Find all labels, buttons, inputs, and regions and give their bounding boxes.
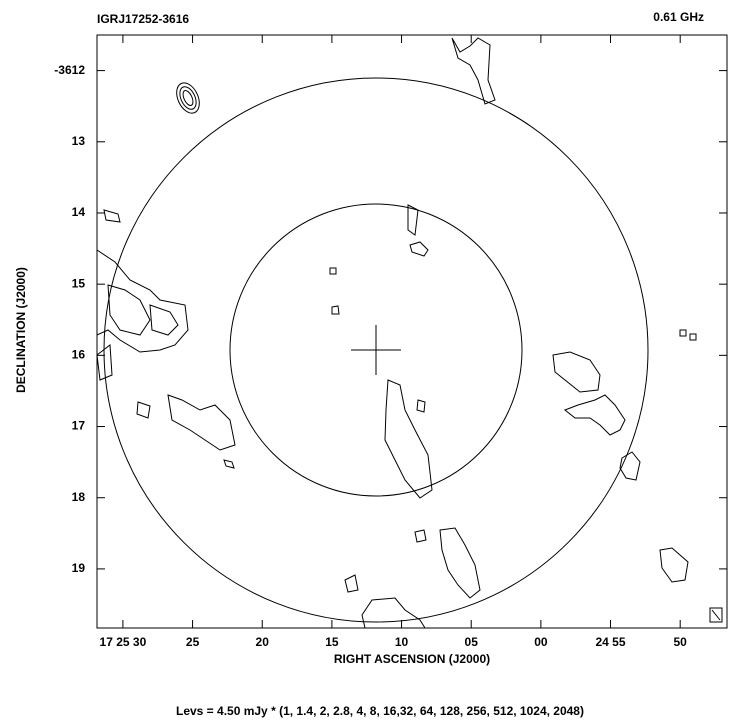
x-tick-label: 25 bbox=[186, 635, 200, 649]
x-axis-label: RIGHT ASCENSION (J2000) bbox=[334, 652, 490, 666]
x-tick-label: 10 bbox=[395, 635, 409, 649]
contours bbox=[97, 38, 722, 628]
x-tick-label: 00 bbox=[534, 635, 548, 649]
frequency-label: 0.61 GHz bbox=[653, 10, 704, 24]
x-tick-label: 50 bbox=[674, 635, 688, 649]
x-tick-label: 24 55 bbox=[596, 635, 626, 649]
y-tick-label: 15 bbox=[72, 276, 86, 290]
y-axis-label: DECLINATION (J2000) bbox=[14, 267, 28, 393]
y-tick-label: 13 bbox=[72, 134, 86, 148]
chart-title: IGRJ17252-3616 bbox=[97, 12, 189, 26]
plot-frame bbox=[97, 35, 727, 628]
contour-levels: Levs = 4.50 mJy * (1, 1.4, 2, 2.8, 4, 8,… bbox=[176, 704, 584, 718]
y-tick-label: 14 bbox=[72, 205, 86, 219]
x-tick-label: 05 bbox=[465, 635, 479, 649]
y-tick-label: 19 bbox=[72, 561, 86, 575]
x-tick-label: 15 bbox=[325, 635, 339, 649]
y-tick-label: 16 bbox=[72, 348, 86, 362]
chart: IGRJ17252-3616 0.61 GHz RIGHT ASCENSION … bbox=[0, 0, 729, 725]
overlay bbox=[104, 78, 648, 622]
y-tick-label: -3612 bbox=[54, 63, 85, 77]
y-tick-label: 18 bbox=[72, 490, 86, 504]
source-cross bbox=[351, 325, 401, 375]
x-tick-label: 17 25 30 bbox=[100, 635, 147, 649]
y-tick-label: 17 bbox=[72, 419, 86, 433]
x-tick-label: 20 bbox=[256, 635, 270, 649]
